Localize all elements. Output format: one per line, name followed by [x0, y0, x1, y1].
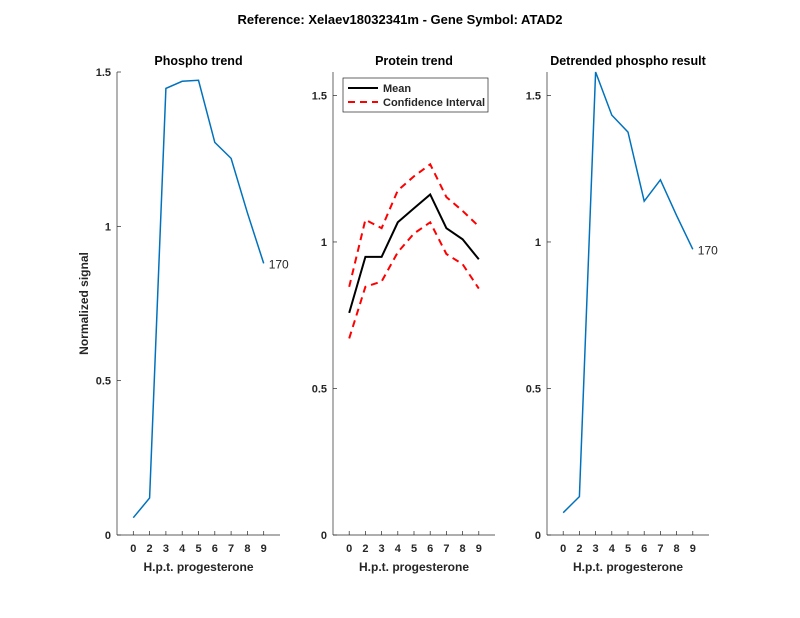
- y-tick-label: 0.5: [526, 383, 541, 395]
- x-tick-label: 2: [147, 543, 153, 555]
- x-axis-label: H.p.t. progesterone: [143, 560, 253, 574]
- x-tick-label: 4: [179, 543, 186, 555]
- y-tick-label: 1: [535, 237, 541, 249]
- x-axis-label: H.p.t. progesterone: [359, 560, 469, 574]
- x-tick-label: 7: [657, 543, 663, 555]
- x-tick-label: 2: [576, 543, 582, 555]
- series-line-mean: [348, 192, 480, 314]
- x-tick-label: 0: [346, 543, 352, 555]
- x-tick-label: 9: [261, 543, 267, 555]
- x-tick-label: 6: [641, 543, 647, 555]
- x-tick-label: 8: [674, 543, 680, 555]
- x-tick-label: 4: [395, 543, 402, 555]
- x-tick-label: 0: [130, 543, 136, 555]
- x-tick-label: 9: [476, 543, 482, 555]
- y-axis-label: Normalized signal: [77, 252, 91, 355]
- series-line-phospho: [132, 79, 265, 519]
- series-line-confidence-interval-lower: [348, 220, 480, 339]
- legend-label: Confidence Interval: [383, 97, 485, 109]
- y-tick-label: 0: [321, 530, 327, 542]
- y-tick-label: 1: [105, 221, 111, 233]
- x-tick-label: 2: [362, 543, 368, 555]
- series-line-detrended: [562, 71, 694, 514]
- panel-title: Phospho trend: [154, 54, 242, 68]
- x-tick-label: 5: [411, 543, 417, 555]
- y-tick-label: 1.5: [96, 67, 111, 79]
- x-tick-label: 8: [244, 543, 250, 555]
- figure-title: Reference: Xelaev18032341m - Gene Symbol…: [238, 12, 563, 27]
- x-tick-label: 7: [228, 543, 234, 555]
- point-annotation: 170: [698, 243, 718, 257]
- y-tick-label: 0.5: [96, 376, 111, 388]
- point-annotation: 170: [269, 257, 289, 271]
- x-tick-label: 3: [163, 543, 169, 555]
- x-tick-label: 6: [212, 543, 218, 555]
- panel-title: Protein trend: [375, 54, 453, 68]
- legend-label: Mean: [383, 83, 411, 95]
- y-tick-label: 0.5: [312, 383, 327, 395]
- y-tick-label: 1: [321, 237, 327, 249]
- x-tick-label: 7: [443, 543, 449, 555]
- y-tick-label: 0: [535, 530, 541, 542]
- series-line-confidence-interval-upper: [348, 162, 480, 288]
- x-tick-label: 8: [460, 543, 466, 555]
- x-tick-label: 3: [379, 543, 385, 555]
- y-tick-label: 0: [105, 530, 111, 542]
- legend-box: [342, 77, 489, 113]
- x-tick-label: 5: [195, 543, 201, 555]
- x-tick-label: 5: [625, 543, 631, 555]
- y-tick-label: 1.5: [526, 90, 541, 102]
- x-tick-label: 9: [690, 543, 696, 555]
- x-tick-label: 4: [609, 543, 616, 555]
- panel-title: Detrended phospho result: [550, 54, 706, 68]
- legend: Mean Confidence Interval: [342, 77, 489, 113]
- x-tick-label: 0: [560, 543, 566, 555]
- x-tick-label: 6: [427, 543, 433, 555]
- x-tick-label: 3: [593, 543, 599, 555]
- x-axis-label: H.p.t. progesterone: [573, 560, 683, 574]
- y-tick-label: 1.5: [312, 90, 327, 102]
